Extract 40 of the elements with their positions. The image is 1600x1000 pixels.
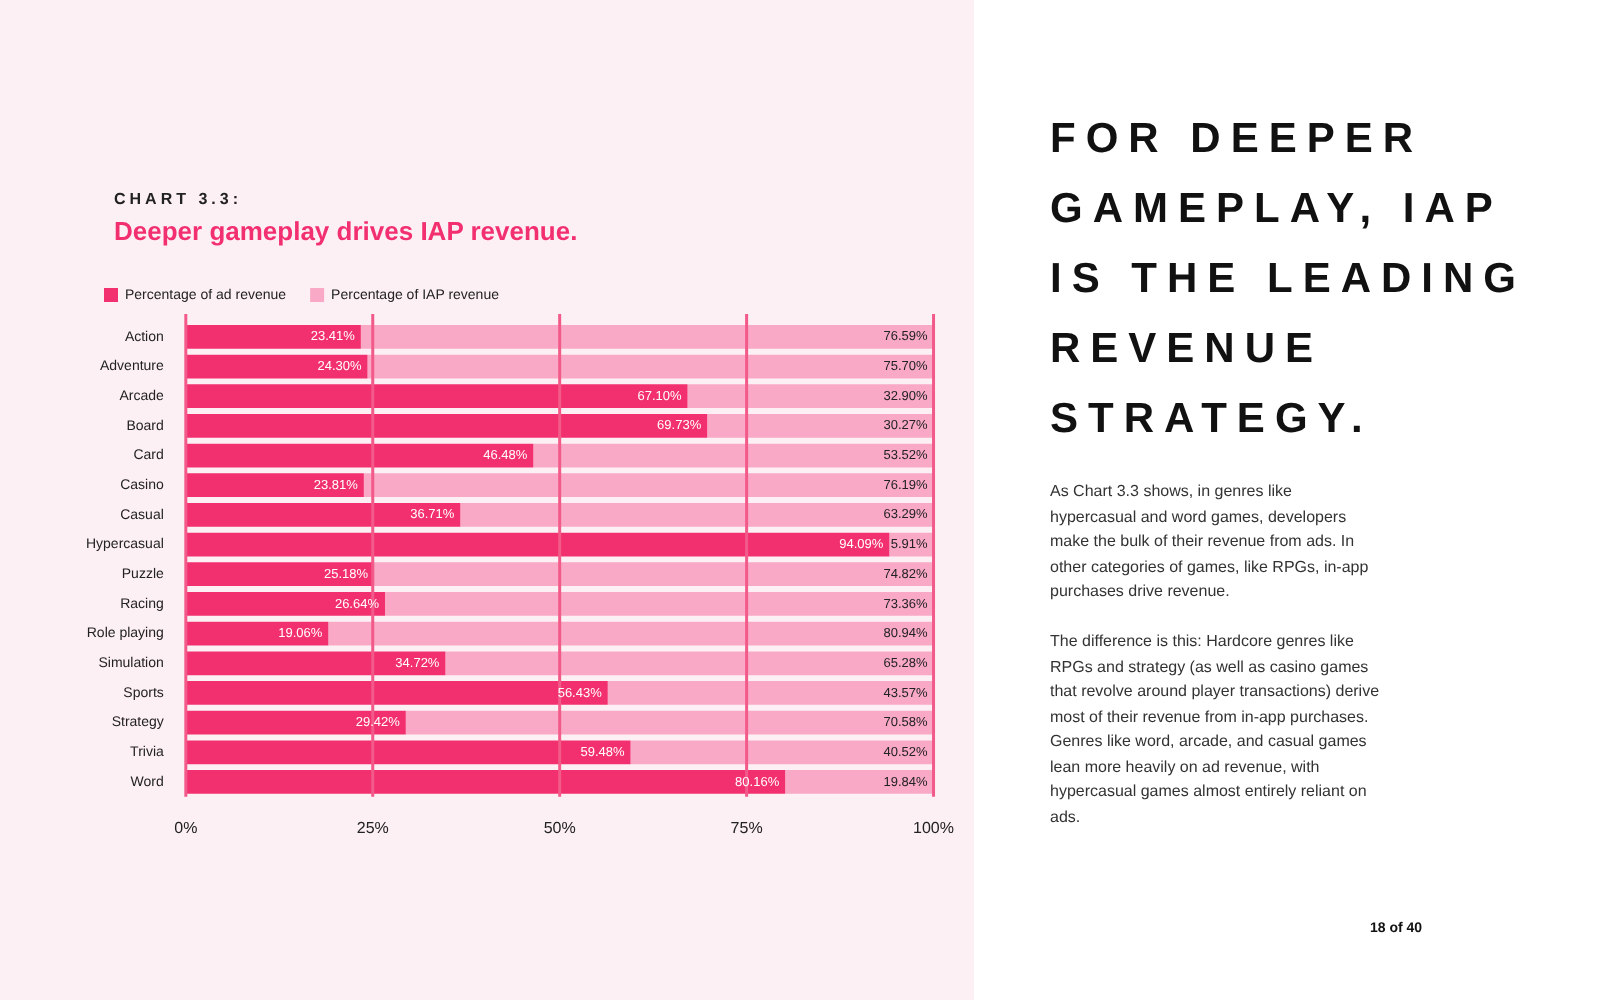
text: FOR DEEPER GAMEPLAY, IAP IS THE LEADING REVENUE STRATEGY. bbox=[1050, 114, 1529, 446]
bar bbox=[328, 621, 934, 646]
bar bbox=[707, 413, 934, 438]
bar bbox=[460, 503, 934, 527]
x-tick-label: 25% bbox=[356, 818, 389, 837]
bar bbox=[385, 592, 934, 616]
x-tick-label: 0% bbox=[174, 818, 198, 837]
chart-subtitle: CHART 3.3: bbox=[114, 190, 243, 208]
bar bbox=[185, 532, 890, 557]
bar bbox=[185, 473, 364, 498]
bar bbox=[185, 681, 608, 705]
bar bbox=[185, 324, 361, 349]
bar bbox=[630, 740, 934, 765]
bar bbox=[785, 770, 934, 794]
bar bbox=[607, 681, 934, 705]
bar bbox=[445, 651, 934, 676]
bar bbox=[533, 443, 934, 468]
bar bbox=[363, 473, 934, 498]
bar bbox=[367, 354, 934, 379]
text: As Chart 3.3 shows, in genres like hypercasual and word games, developers make the bulk of their revenue from ads. In other categories of games, like RPGs, in-app purchases drive revenue. bbox=[1050, 480, 1371, 604]
x-tick-label: 100% bbox=[913, 818, 955, 837]
bar bbox=[405, 710, 934, 735]
bar bbox=[185, 413, 708, 438]
bar bbox=[360, 324, 934, 349]
bar bbox=[687, 384, 934, 409]
bar bbox=[185, 770, 786, 794]
bar bbox=[185, 503, 461, 527]
bar bbox=[185, 592, 386, 616]
bar bbox=[185, 651, 446, 676]
bar bbox=[185, 710, 406, 735]
x-tick-label: 75% bbox=[730, 818, 763, 837]
chart-title: Deeper gameplay drives IAP revenue. bbox=[114, 216, 578, 246]
bar bbox=[185, 562, 375, 587]
bar bbox=[374, 562, 934, 587]
x-tick-label: 50% bbox=[543, 818, 576, 837]
text: The difference is this: Hardcore genres like RPGs and strategy (as well as casino games that revolve around player transactions) derive most of their revenue from in-app purchases. Genres like word, arcade, and casual games lean more heavily on ad revenue, with hypercasual games almost entirely reliant on ads. bbox=[1050, 630, 1380, 829]
bar bbox=[185, 354, 368, 379]
bar bbox=[185, 384, 688, 409]
bar bbox=[185, 443, 534, 468]
bar bbox=[185, 740, 631, 765]
